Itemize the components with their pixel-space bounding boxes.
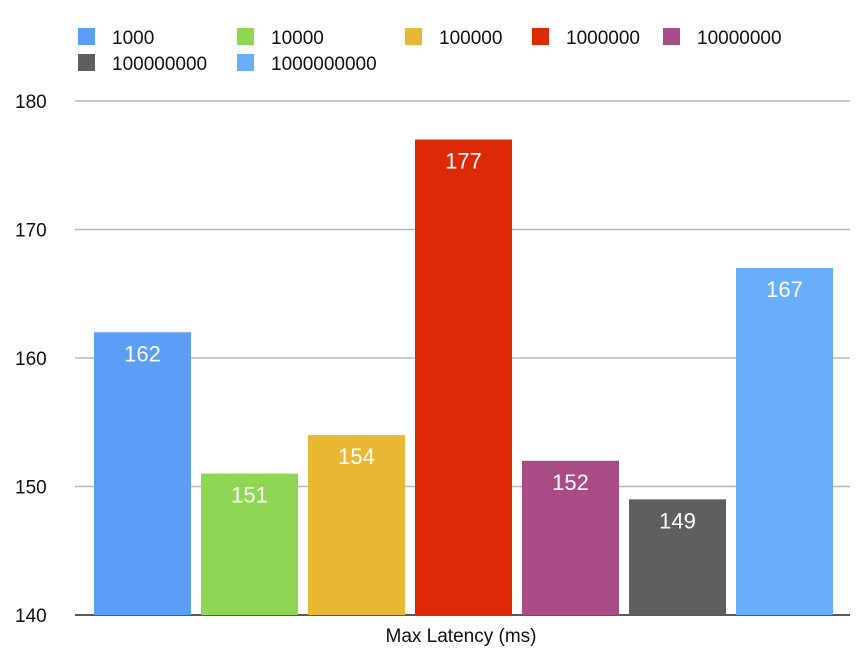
data-label: 177: [445, 149, 482, 174]
legend-swatch: [237, 28, 254, 45]
y-tick-label: 180: [15, 92, 47, 113]
legend: 1000 10000 100000 1000000 10000000 100000000 1…: [78, 28, 782, 75]
bar: [415, 139, 512, 616]
legend-label: 1000: [112, 28, 154, 49]
bars: [94, 139, 833, 616]
bar: [94, 332, 191, 615]
legend-label: 1000000: [566, 28, 640, 49]
legend-label: 10000000: [697, 28, 782, 49]
data-label: 152: [552, 470, 589, 495]
bar: [522, 460, 619, 615]
legend-label: 100000: [439, 28, 502, 49]
legend-label: 10000: [271, 28, 324, 49]
legend-swatch: [405, 28, 422, 45]
bar: [308, 435, 405, 615]
y-tick-label: 140: [15, 606, 47, 627]
legend-swatch: [237, 54, 254, 71]
data-label: 149: [659, 508, 696, 533]
y-axis: 140 150 160 170 180: [15, 92, 47, 627]
data-label: 154: [338, 444, 375, 469]
data-label: 162: [124, 341, 161, 366]
legend-label: 100000000: [112, 54, 207, 75]
x-axis-label: Max Latency (ms): [386, 626, 537, 647]
bar: [201, 473, 298, 615]
legend-swatch: [663, 28, 680, 45]
legend-label: 1000000000: [271, 54, 377, 75]
legend-swatch: [78, 54, 95, 71]
data-label: 151: [231, 483, 268, 508]
y-tick-label: 160: [15, 349, 47, 370]
data-label: 167: [766, 277, 803, 302]
bar: [736, 268, 833, 615]
bar: [629, 499, 726, 615]
y-tick-label: 150: [15, 478, 47, 499]
legend-swatch: [78, 28, 95, 45]
data-labels: 162 151 154 177 152 149 167: [124, 149, 803, 534]
y-tick-label: 170: [15, 221, 47, 242]
legend-swatch: [532, 28, 549, 45]
